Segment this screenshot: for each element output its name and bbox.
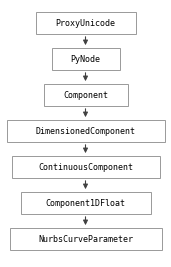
Text: ContinuousComponent: ContinuousComponent <box>38 163 133 171</box>
Text: Component: Component <box>63 91 108 100</box>
FancyBboxPatch shape <box>11 156 160 178</box>
FancyBboxPatch shape <box>21 192 150 214</box>
Text: ProxyUnicode: ProxyUnicode <box>56 18 115 28</box>
FancyBboxPatch shape <box>36 12 135 34</box>
Text: DimensionedComponent: DimensionedComponent <box>36 127 135 135</box>
FancyBboxPatch shape <box>43 84 128 106</box>
Text: NurbsCurveParameter: NurbsCurveParameter <box>38 234 133 244</box>
FancyBboxPatch shape <box>51 48 120 70</box>
Text: Component1DFloat: Component1DFloat <box>45 198 126 207</box>
FancyBboxPatch shape <box>10 228 161 250</box>
FancyBboxPatch shape <box>6 120 165 142</box>
Text: PyNode: PyNode <box>70 54 101 64</box>
